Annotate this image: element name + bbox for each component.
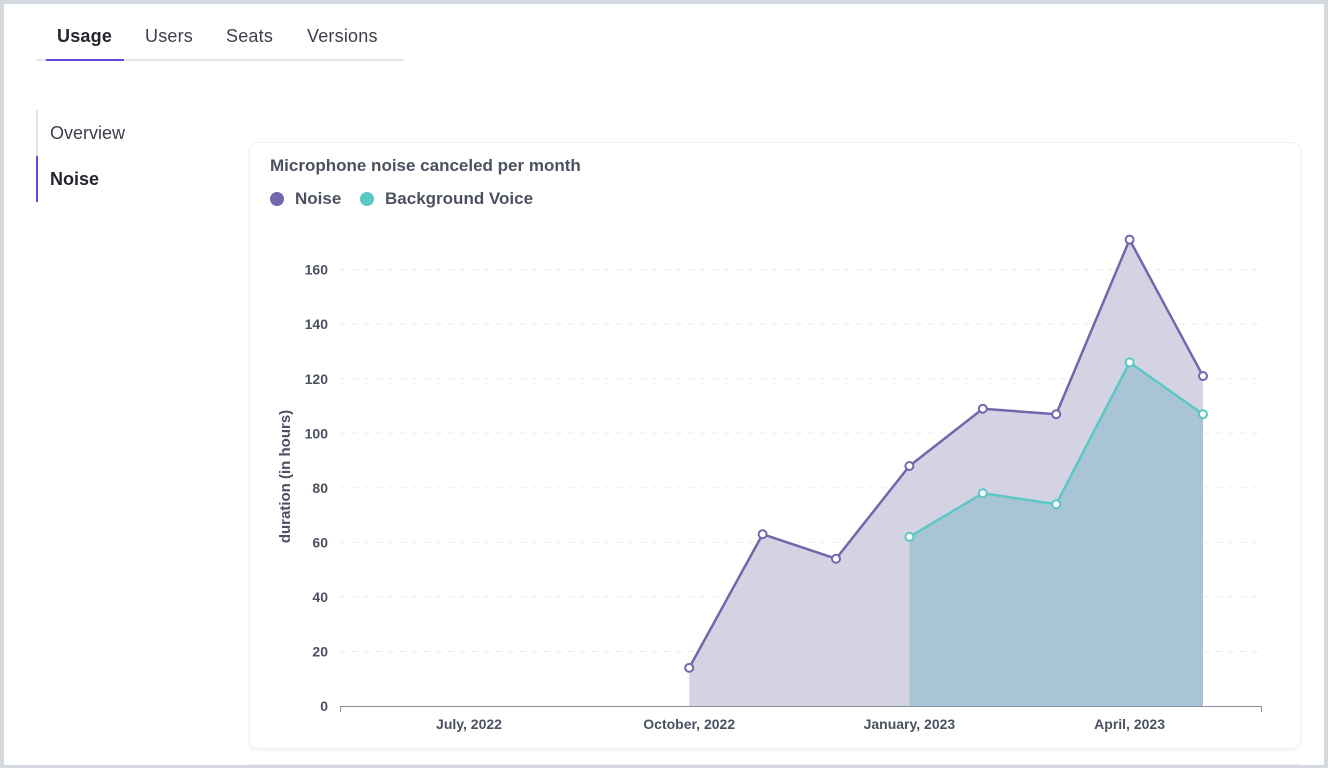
legend-label-background-voice: Background Voice	[385, 189, 534, 208]
point-background-voice	[977, 488, 988, 499]
chart-title: Microphone noise canceled per month	[270, 156, 581, 175]
sidenav-item-overview[interactable]: Overview	[36, 110, 196, 156]
x-tick-label: July, 2022	[436, 716, 502, 732]
y-tick-label: 60	[312, 534, 328, 550]
point-background-voice	[904, 531, 915, 542]
legend-item-noise[interactable]: Noise	[270, 189, 341, 209]
active-tab-indicator	[46, 59, 124, 61]
chart-legend: Noise Background Voice	[270, 189, 547, 211]
point-background-voice	[1198, 409, 1208, 420]
x-tick-label: October, 2022	[643, 716, 735, 732]
y-tick-label: 140	[305, 316, 329, 332]
side-navigation: Overview Noise	[36, 110, 196, 202]
tab-bar: Usage Users Seats Versions	[36, 18, 404, 61]
y-tick-label: 0	[320, 698, 328, 714]
point-noise	[904, 461, 915, 472]
sidenav-item-noise[interactable]: Noise	[36, 156, 196, 202]
point-noise	[977, 403, 988, 414]
point-background-voice	[1051, 499, 1062, 510]
tab-seats[interactable]: Seats	[226, 26, 274, 46]
tab-usage[interactable]: Usage	[57, 26, 113, 46]
point-noise	[1051, 409, 1062, 420]
line-noise	[688, 238, 1205, 669]
legend-dot-background-voice	[360, 192, 375, 206]
next-card-edge	[250, 764, 1300, 765]
area-background-voice	[909, 362, 1203, 706]
tab-users[interactable]: Users	[145, 26, 194, 46]
legend-item-background-voice[interactable]: Background Voice	[360, 189, 533, 209]
y-tick-label: 20	[312, 643, 328, 659]
x-tick-label: January, 2023	[864, 716, 956, 732]
y-tick-label: 160	[305, 262, 329, 278]
x-tick-label: April, 2023	[1094, 716, 1165, 732]
area-chart: 0 20 40 60 80 100 120 140 160 July, 2022 October, …	[277, 234, 1262, 732]
legend-dot-noise	[270, 192, 284, 206]
tab-versions[interactable]: Versions	[307, 26, 378, 46]
y-axis-title: duration (in hours)	[277, 410, 294, 543]
chart-card: Microphone noise canceled per month Nois…	[250, 143, 1300, 748]
point-background-voice	[1124, 357, 1135, 368]
point-noise	[831, 553, 841, 564]
y-tick-label: 40	[312, 589, 328, 605]
point-noise	[684, 662, 695, 673]
y-tick-label: 100	[305, 425, 329, 441]
y-tick-label: 80	[312, 480, 328, 496]
point-noise	[1124, 234, 1135, 245]
point-noise	[1198, 371, 1208, 382]
point-noise	[757, 529, 768, 540]
y-tick-label: 120	[305, 371, 329, 387]
legend-label-noise: Noise	[295, 189, 342, 208]
